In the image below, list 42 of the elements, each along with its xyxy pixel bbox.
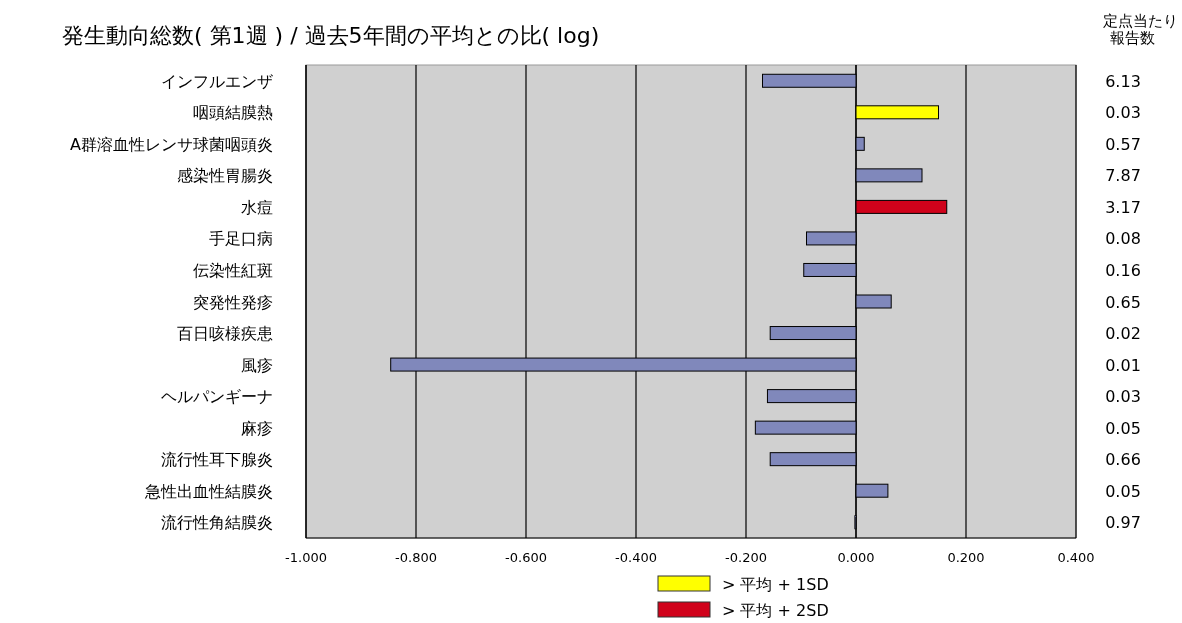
y2-tick-label: 0.66 [1105, 450, 1141, 470]
x-tick-label: -0.600 [505, 550, 547, 565]
y2-tick-label: 0.01 [1105, 355, 1141, 375]
legend-label: > 平均 + 2SD [722, 601, 829, 620]
y2-tick-label: 3.17 [1105, 197, 1141, 217]
x-tick-label: -0.800 [395, 550, 437, 565]
y-tick-label: 咽頭結膜熱 [193, 103, 273, 123]
x-tick-label: 0.200 [947, 550, 985, 565]
y2-tick-label: 0.57 [1105, 134, 1141, 154]
chart-title: 発生動向総数( 第1週 ) / 過去5年間の平均との比( log) [62, 23, 600, 48]
x-tick-label: 0.000 [837, 550, 875, 565]
y2-tick-label: 0.05 [1105, 418, 1141, 438]
y-tick-label: 感染性胃腸炎 [177, 166, 273, 186]
y2-tick-label: 7.87 [1105, 166, 1141, 186]
y-tick-label: 水痘 [241, 197, 273, 217]
y2-tick-label: 0.16 [1105, 260, 1141, 280]
legend-label: > 平均 + 1SD [722, 575, 829, 594]
y2-tick-label: 0.03 [1105, 387, 1141, 407]
y-tick-label: 百日咳様疾患 [177, 324, 273, 344]
y-tick-label: 手足口病 [209, 229, 273, 249]
x-tick-label: -0.200 [725, 550, 767, 565]
y2-tick-label: 0.05 [1105, 481, 1141, 501]
y-tick-label: 麻疹 [241, 418, 273, 438]
y-tick-label: 伝染性紅斑 [193, 260, 273, 280]
y-tick-label: 急性出血性結膜炎 [144, 481, 273, 501]
y2-tick-label: 0.08 [1105, 229, 1141, 249]
y2-tick-label: 0.65 [1105, 292, 1141, 312]
y2-tick-label: 0.03 [1105, 103, 1141, 123]
y2-axis-title: 定点当たり報告数 [1102, 12, 1178, 47]
y-tick-label: 流行性角結膜炎 [161, 513, 273, 533]
y-tick-label: A群溶血性レンサ球菌咽頭炎 [70, 134, 273, 154]
y2-tick-label: 6.13 [1105, 71, 1141, 91]
x-tick-label: 0.400 [1057, 550, 1095, 565]
y-tick-label: 突発性発疹 [193, 292, 273, 312]
y-tick-label: インフルエンザ [161, 71, 273, 91]
y-tick-label: 風疹 [241, 355, 273, 375]
y2-tick-label: 0.02 [1105, 324, 1141, 344]
y-tick-label: 流行性耳下腺炎 [161, 450, 273, 470]
x-tick-label: -1.000 [285, 550, 327, 565]
y-tick-label: ヘルパンギーナ [161, 387, 273, 407]
x-tick-label: -0.400 [615, 550, 657, 565]
y2-tick-label: 0.97 [1105, 513, 1141, 533]
